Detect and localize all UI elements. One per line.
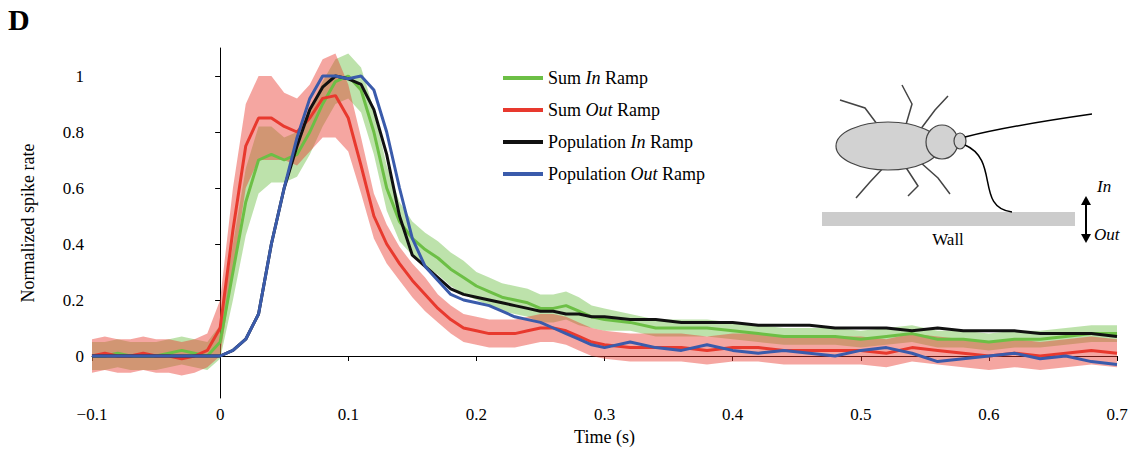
svg-text:Population: Population	[548, 132, 631, 152]
svg-text:Time (s): Time (s)	[574, 427, 635, 448]
svg-text:0.2: 0.2	[466, 405, 487, 424]
svg-text:−0.1: −0.1	[77, 405, 108, 424]
svg-text:Ramp: Ramp	[613, 100, 661, 120]
svg-text:In: In	[630, 132, 646, 152]
svg-text:0.8: 0.8	[63, 123, 84, 142]
svg-text:D: D	[8, 3, 30, 36]
svg-text:0.4: 0.4	[63, 235, 85, 254]
svg-text:Out: Out	[1094, 225, 1121, 244]
svg-text:Population: Population	[548, 164, 631, 184]
svg-text:0.1: 0.1	[338, 405, 359, 424]
svg-text:0.4: 0.4	[722, 405, 744, 424]
svg-text:0: 0	[76, 347, 85, 366]
svg-text:Sum: Sum	[548, 100, 586, 120]
svg-text:In: In	[585, 68, 601, 88]
svg-text:0.3: 0.3	[594, 405, 615, 424]
svg-text:0.6: 0.6	[63, 179, 84, 198]
svg-text:Sum: Sum	[548, 68, 586, 88]
svg-text:0.6: 0.6	[978, 405, 999, 424]
svg-text:Ramp: Ramp	[601, 68, 649, 88]
svg-text:0.7: 0.7	[1106, 405, 1128, 424]
svg-text:Normalized spike rate: Normalized spike rate	[18, 144, 38, 303]
svg-text:0.5: 0.5	[850, 405, 871, 424]
svg-text:0: 0	[216, 405, 225, 424]
svg-text:Out: Out	[586, 100, 614, 120]
svg-text:Out: Out	[631, 164, 659, 184]
svg-text:1: 1	[76, 67, 85, 86]
svg-text:Ramp: Ramp	[658, 164, 706, 184]
svg-text:Ramp: Ramp	[645, 132, 693, 152]
svg-text:Wall: Wall	[932, 230, 964, 249]
svg-text:0.2: 0.2	[63, 291, 84, 310]
svg-text:In: In	[1096, 177, 1111, 196]
